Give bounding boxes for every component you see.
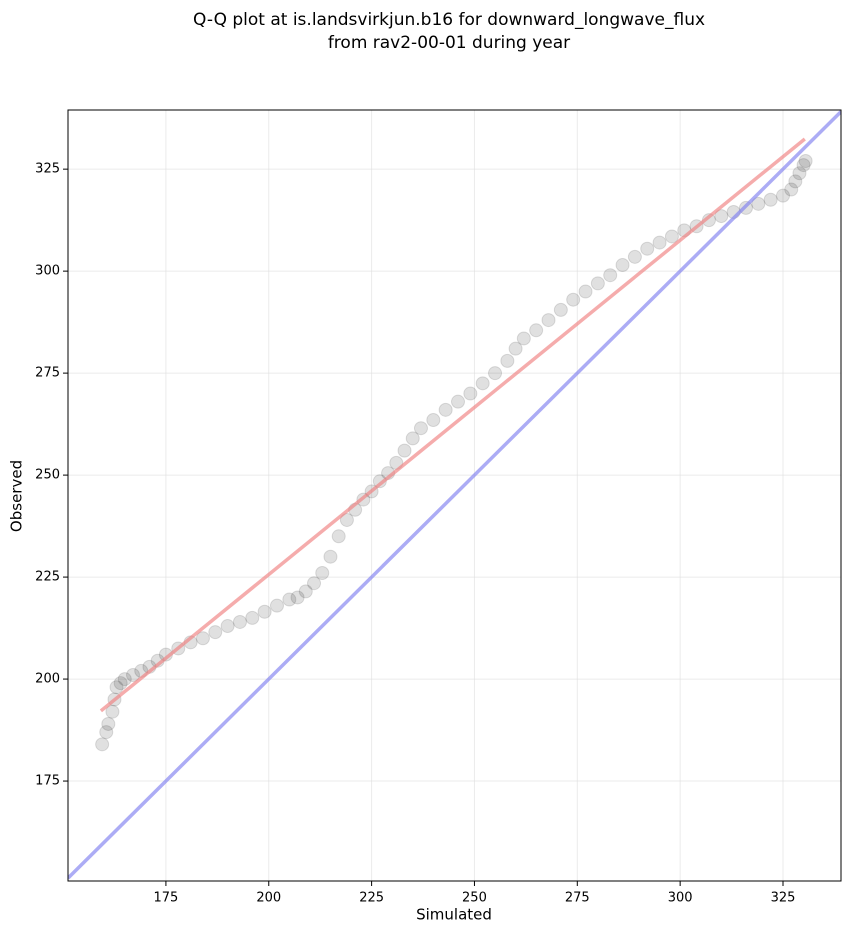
y-tick-label: 250 [35, 468, 60, 483]
point [500, 353, 515, 368]
point [125, 667, 140, 682]
y-tick-label: 175 [35, 774, 60, 789]
point [220, 619, 235, 634]
point [245, 610, 260, 625]
point [775, 188, 790, 203]
point [640, 241, 655, 256]
point [615, 258, 630, 273]
point [413, 421, 428, 436]
point [463, 386, 478, 401]
point [109, 680, 124, 695]
point [578, 284, 593, 299]
point [475, 376, 490, 391]
point [257, 604, 272, 619]
plot-frame [67, 109, 842, 882]
y-axis-label: Observed [8, 460, 26, 532]
point [664, 229, 679, 244]
point [315, 566, 330, 581]
point [426, 413, 441, 428]
chart-title: from rav2-00-01 during year [328, 33, 570, 53]
point [553, 302, 568, 317]
point [788, 174, 803, 189]
point [603, 268, 618, 283]
point [714, 209, 729, 224]
point [541, 313, 556, 328]
point [796, 158, 811, 173]
point [208, 625, 223, 640]
point [307, 576, 322, 591]
point [339, 512, 354, 527]
x-tick-label: 175 [153, 891, 178, 906]
point [331, 529, 346, 544]
point [784, 182, 799, 197]
y-tick-label: 275 [35, 366, 60, 381]
x-tick-label: 200 [256, 891, 281, 906]
point [99, 725, 114, 740]
reference-line [99, 137, 806, 713]
x-tick-label: 275 [565, 891, 590, 906]
point [397, 443, 412, 458]
y-tick-label: 300 [35, 264, 60, 279]
plot-area [68, 110, 841, 880]
point [763, 192, 778, 207]
x-tick-label: 325 [771, 891, 796, 906]
point [232, 614, 247, 629]
point [438, 402, 453, 417]
point [113, 676, 128, 691]
point [590, 276, 605, 291]
point [488, 366, 503, 381]
point [516, 331, 531, 346]
point [751, 196, 766, 211]
x-tick-label: 225 [359, 891, 384, 906]
point [323, 549, 338, 564]
point [529, 323, 544, 338]
x-tick-label: 250 [462, 891, 487, 906]
point [290, 590, 305, 605]
x-axis-label: Simulated [416, 906, 492, 924]
point [195, 631, 210, 646]
point [117, 672, 132, 687]
point [566, 292, 581, 307]
point [101, 716, 116, 731]
point [652, 235, 667, 250]
point [798, 153, 813, 168]
point [508, 341, 523, 356]
reference-line [68, 110, 841, 880]
x-tick-label: 300 [668, 891, 693, 906]
point [95, 737, 110, 752]
point [792, 166, 807, 181]
y-tick-label: 200 [35, 672, 60, 687]
point [298, 584, 313, 599]
y-tick-label: 325 [35, 162, 60, 177]
point [105, 704, 120, 719]
y-tick-label: 225 [35, 570, 60, 585]
point [282, 592, 297, 607]
point [450, 394, 465, 409]
point [269, 598, 284, 613]
point [627, 249, 642, 264]
point [405, 431, 420, 446]
chart-title: Q-Q plot at is.landsvirkjun.b16 for down… [193, 10, 705, 30]
